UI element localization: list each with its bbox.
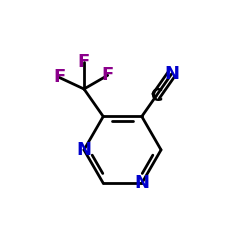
Text: N: N — [76, 141, 92, 159]
Text: F: F — [78, 53, 90, 71]
Text: N: N — [134, 174, 149, 192]
Text: F: F — [53, 68, 65, 86]
Text: F: F — [102, 66, 114, 84]
Text: C: C — [150, 87, 162, 105]
Text: N: N — [164, 65, 179, 83]
